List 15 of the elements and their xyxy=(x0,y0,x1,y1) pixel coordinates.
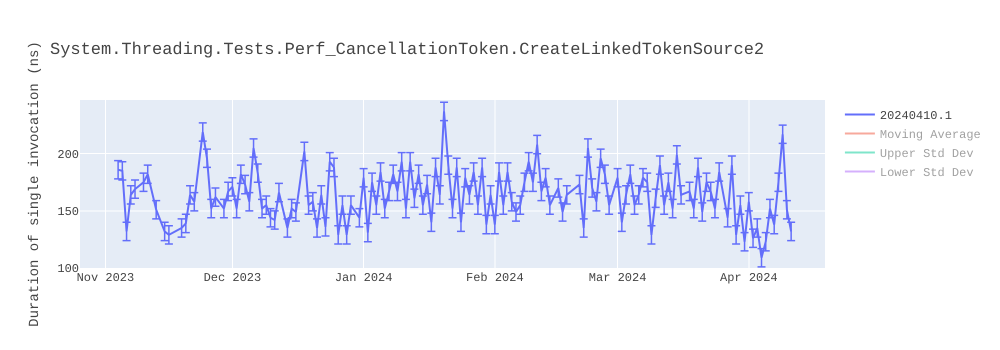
legend-label: Moving Average xyxy=(880,128,981,142)
y-tick-label: 100 xyxy=(57,262,79,276)
x-tick-label: Mar 2024 xyxy=(588,271,646,285)
legend-label: 20240410.1 xyxy=(880,109,952,124)
legend-label: Lower Std Dev xyxy=(880,166,974,180)
chart-title: System.Threading.Tests.Perf_CancellationToken.CreateLinkedTokenSource2 xyxy=(50,40,764,60)
legend-label: Upper Std Dev xyxy=(880,147,974,162)
y-tick-label: 150 xyxy=(57,205,79,220)
x-tick-label: Dec 2023 xyxy=(204,271,262,285)
x-tick-label: Nov 2023 xyxy=(76,271,134,285)
x-tick-label: Apr 2024 xyxy=(720,271,778,285)
y-axis-title: Duration of single invocation (ns) xyxy=(26,41,43,327)
y-tick-label: 200 xyxy=(57,148,79,162)
x-tick-label: Feb 2024 xyxy=(466,271,524,285)
x-tick-label: Jan 2024 xyxy=(334,271,392,285)
